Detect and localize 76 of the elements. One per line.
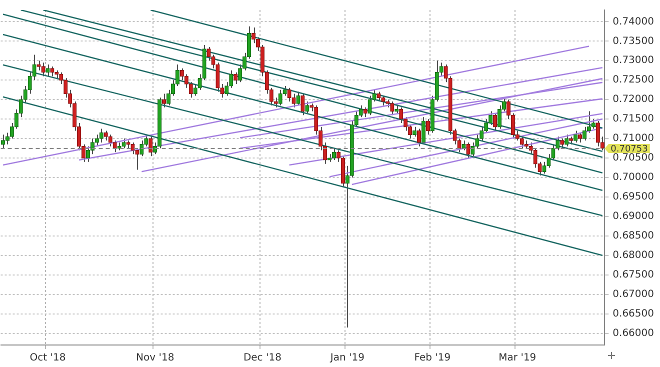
candlestick	[542, 161, 546, 174]
x-tick-label: Oct '18	[30, 352, 66, 364]
y-tick-label: 0.72000	[612, 94, 654, 106]
candlestick	[238, 64, 242, 83]
candlestick	[332, 148, 336, 160]
y-tick-label: 0.73500	[612, 36, 654, 47]
candlestick	[336, 150, 341, 162]
candlestick	[251, 27, 256, 44]
candlestick	[140, 140, 144, 157]
candlestick	[122, 138, 126, 149]
candlestick	[556, 136, 560, 151]
candlestick	[416, 128, 422, 147]
y-tick-label: 0.71500	[612, 114, 654, 125]
y-tick-label: 0.67500	[612, 269, 654, 280]
candlestick	[488, 110, 493, 126]
candlestick	[130, 142, 135, 155]
candlestick	[462, 140, 466, 151]
candlestick	[162, 93, 166, 108]
candlestick	[574, 130, 578, 143]
candlestick	[193, 84, 198, 96]
candlestick	[399, 106, 404, 124]
candlestick	[520, 136, 524, 149]
candlestick	[582, 126, 587, 141]
candlestick	[278, 89, 282, 106]
x-tick-label: Jan '19	[329, 352, 364, 364]
candlestick	[287, 87, 292, 102]
y-tick-label: 0.70000	[612, 172, 654, 184]
candlestick	[493, 112, 498, 132]
candlestick	[412, 126, 417, 138]
x-tick-label: Feb '19	[414, 352, 451, 364]
candlestick	[596, 120, 600, 147]
candlestick	[497, 104, 502, 130]
y-tick-label: 0.68500	[612, 230, 654, 242]
candlestick	[345, 165, 350, 328]
y-tick-label: 0.70500	[612, 152, 654, 164]
candlestick	[46, 64, 50, 77]
candlestick	[50, 66, 54, 77]
candlestick	[578, 132, 582, 143]
candlestick	[5, 132, 10, 145]
y-tick-label: 0.67000	[612, 288, 654, 300]
candlestick	[104, 130, 108, 141]
candlestick	[188, 82, 193, 98]
candlestick	[148, 136, 153, 157]
y-tick-label: 0.69000	[612, 211, 654, 222]
x-tick-label: Mar '19	[498, 352, 536, 364]
y-tick-label: 0.72500	[612, 74, 654, 86]
x-tick-label: Nov '18	[136, 352, 174, 364]
y-tick-label: 0.73000	[612, 55, 654, 66]
candlestick	[390, 101, 394, 116]
y-tick-label: 0.74000	[612, 16, 654, 28]
candlestick	[381, 95, 386, 106]
candlestick	[86, 146, 90, 162]
ref-line-label: 0.70753	[610, 144, 648, 154]
candlestick	[564, 134, 569, 147]
x-tick-label: Dec '18	[243, 352, 282, 364]
candlestick	[180, 68, 184, 81]
candlestick	[206, 46, 211, 62]
candlestick	[480, 126, 484, 141]
candlestick	[108, 134, 112, 147]
candlestick	[99, 128, 104, 143]
y-tick-label: 0.71000	[612, 133, 654, 144]
candlestick	[421, 116, 426, 145]
candlestick	[560, 138, 564, 149]
candlestick	[0, 134, 6, 149]
candlestick	[305, 101, 310, 114]
candlestick	[404, 116, 408, 132]
candlestick	[466, 142, 470, 159]
y-tick-label: 0.66000	[612, 328, 654, 339]
y-tick-label: 0.66500	[612, 308, 654, 320]
candlestick	[363, 106, 368, 118]
candlestick	[112, 140, 117, 153]
candlestick	[234, 72, 238, 85]
y-tick-label: 0.69500	[612, 192, 654, 203]
candlestick	[94, 134, 99, 147]
y-tick-label: 0.68000	[612, 250, 654, 261]
candlestick	[426, 118, 430, 136]
